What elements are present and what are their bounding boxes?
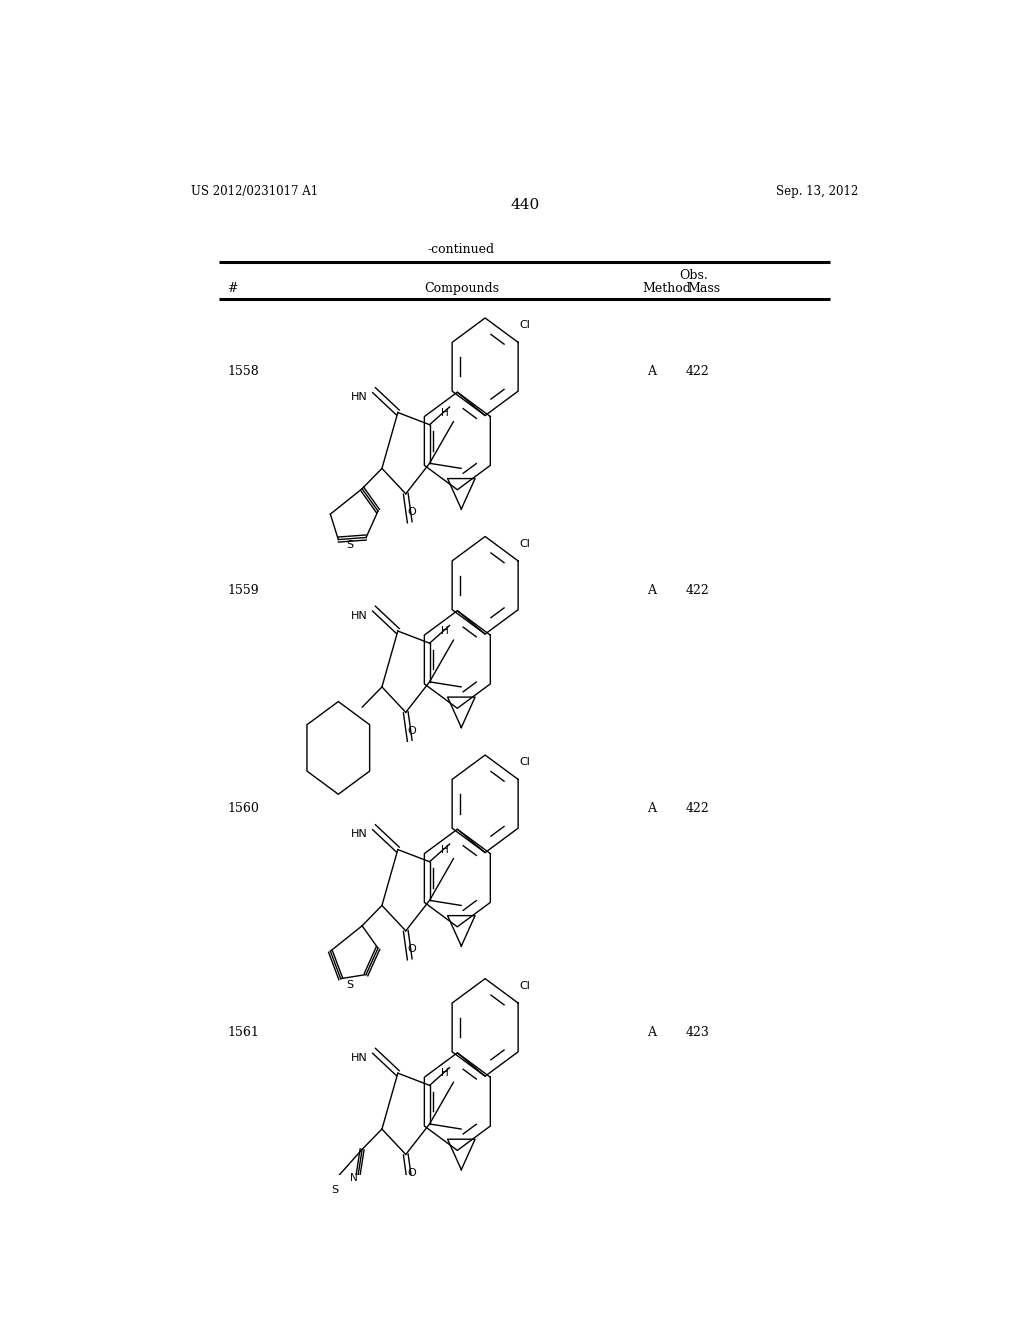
Text: -continued: -continued	[428, 243, 495, 256]
Text: Obs.: Obs.	[680, 269, 709, 281]
Text: O: O	[408, 1168, 417, 1177]
Text: Cl: Cl	[519, 321, 530, 330]
Text: H: H	[440, 626, 449, 636]
Text: 1559: 1559	[227, 583, 259, 597]
Text: Sep. 13, 2012: Sep. 13, 2012	[776, 185, 858, 198]
Text: Compounds: Compounds	[424, 282, 499, 294]
Text: Mass: Mass	[687, 282, 721, 294]
Text: A: A	[647, 803, 656, 816]
Text: 423: 423	[686, 1026, 710, 1039]
Text: HN: HN	[351, 1053, 368, 1063]
Text: O: O	[408, 726, 417, 735]
Polygon shape	[307, 701, 370, 795]
Text: HN: HN	[351, 829, 368, 840]
Text: US 2012/0231017 A1: US 2012/0231017 A1	[191, 185, 318, 198]
Text: A: A	[647, 1026, 656, 1039]
Text: H: H	[440, 408, 449, 417]
Text: 1561: 1561	[227, 1026, 259, 1039]
Text: O: O	[408, 944, 417, 954]
Text: Cl: Cl	[519, 758, 530, 767]
Text: N: N	[350, 1173, 358, 1183]
Text: HN: HN	[351, 392, 368, 403]
Text: A: A	[647, 366, 656, 379]
Text: 422: 422	[686, 803, 710, 816]
Text: Cl: Cl	[519, 981, 530, 991]
Text: 1558: 1558	[227, 366, 259, 379]
Text: 422: 422	[686, 366, 710, 379]
Text: #: #	[227, 282, 238, 294]
Text: H: H	[440, 1068, 449, 1078]
Text: 440: 440	[510, 198, 540, 213]
Text: Cl: Cl	[519, 539, 530, 549]
Text: S: S	[331, 1185, 338, 1195]
Text: 1560: 1560	[227, 803, 259, 816]
Text: O: O	[408, 507, 417, 517]
Text: Method: Method	[642, 282, 691, 294]
Text: S: S	[347, 540, 353, 549]
Text: A: A	[647, 583, 656, 597]
Text: H: H	[440, 845, 449, 854]
Text: HN: HN	[351, 611, 368, 620]
Text: 422: 422	[686, 583, 710, 597]
Text: S: S	[347, 979, 353, 990]
